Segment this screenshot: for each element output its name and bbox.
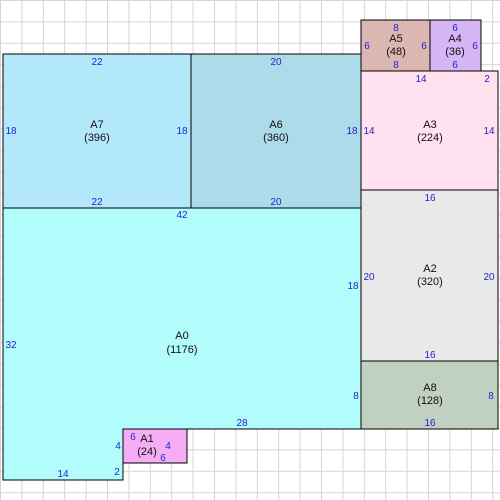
dim-a1-right: 4	[165, 441, 171, 452]
dim-a3-left: 14	[363, 126, 375, 137]
region-a8-area: (128)	[417, 395, 443, 407]
dim-a7-left: 18	[5, 126, 17, 137]
dim-a0-right: 18	[347, 281, 359, 292]
dim-a2-bottom: 16	[424, 350, 436, 361]
region-a6[interactable]	[190, 53, 362, 209]
region-a5-area: (48)	[386, 46, 406, 58]
dim-a0-bottom-step: 2	[114, 467, 120, 478]
dim-a1-bottom: 6	[160, 453, 166, 464]
dim-a3-top: 14	[415, 74, 427, 85]
region-a0-area: (1176)	[167, 344, 198, 356]
region-a4-area: (36)	[445, 46, 465, 58]
dim-a6-top: 20	[270, 57, 282, 68]
dim-a2-left: 20	[363, 272, 375, 283]
dim-a7-right: 18	[176, 126, 188, 137]
region-a6-area: (360)	[263, 132, 289, 144]
region-a2[interactable]	[360, 189, 499, 362]
dim-a5-right: 6	[421, 41, 427, 52]
dim-a5-top: 8	[393, 23, 399, 34]
dim-a3-right: 14	[483, 126, 495, 137]
region-a2-area: (320)	[417, 276, 443, 288]
region-a8-name: A8	[423, 382, 436, 394]
dim-a4-right: 6	[472, 41, 478, 52]
region-a5-name: A5	[389, 33, 402, 45]
dim-a3-top-right: 2	[484, 74, 490, 85]
region-labels: A0 (1176) A1 (24) A2 (320) A3 (224) A4 (…	[84, 33, 465, 458]
dim-a4-bottom: 6	[452, 60, 458, 71]
dim-a1-top: 6	[130, 432, 136, 443]
region-a7[interactable]	[2, 53, 192, 209]
region-a6-name: A6	[269, 119, 282, 131]
dim-a6-bottom: 20	[270, 197, 282, 208]
region-a8[interactable]	[360, 360, 499, 430]
dim-a0-bottom-mid: 28	[236, 418, 248, 429]
region-a4-name: A4	[448, 33, 461, 45]
region-a7-area: (396)	[84, 132, 110, 144]
dim-a0-top: 42	[176, 210, 188, 221]
dim-a5-bottom: 8	[393, 60, 399, 71]
region-a3-area: (224)	[417, 132, 443, 144]
region-a0-name: A0	[175, 330, 188, 342]
region-a2-name: A2	[423, 263, 436, 275]
dim-a2-right: 20	[483, 272, 495, 283]
dim-a0-right-lower: 8	[353, 391, 359, 402]
regions	[2, 19, 499, 481]
dim-a6-right: 18	[346, 126, 358, 137]
dim-a2-top: 16	[424, 193, 436, 204]
dim-a8-bottom: 16	[424, 418, 436, 429]
region-a1[interactable]	[122, 428, 188, 464]
region-a7-name: A7	[90, 119, 103, 131]
region-a4[interactable]	[429, 19, 482, 72]
region-a1-name: A1	[140, 433, 153, 445]
dim-a8-right: 8	[488, 391, 494, 402]
dim-a5-left: 6	[364, 41, 370, 52]
dim-a1-left: 4	[115, 441, 121, 452]
dimension-labels: 22 22 18 18 20 20 18 8 8 6 6 6 6 6 14 2 …	[5, 23, 495, 480]
dim-a7-top: 22	[91, 57, 103, 68]
dim-a4-top: 6	[452, 23, 458, 34]
dim-a7-bottom: 22	[91, 197, 103, 208]
dim-a0-bottom: 14	[57, 469, 69, 480]
dim-a0-left: 32	[5, 340, 17, 351]
region-a1-area: (24)	[137, 446, 157, 458]
region-a3-name: A3	[423, 119, 436, 131]
region-a5[interactable]	[360, 19, 431, 72]
region-a3[interactable]	[360, 70, 499, 191]
